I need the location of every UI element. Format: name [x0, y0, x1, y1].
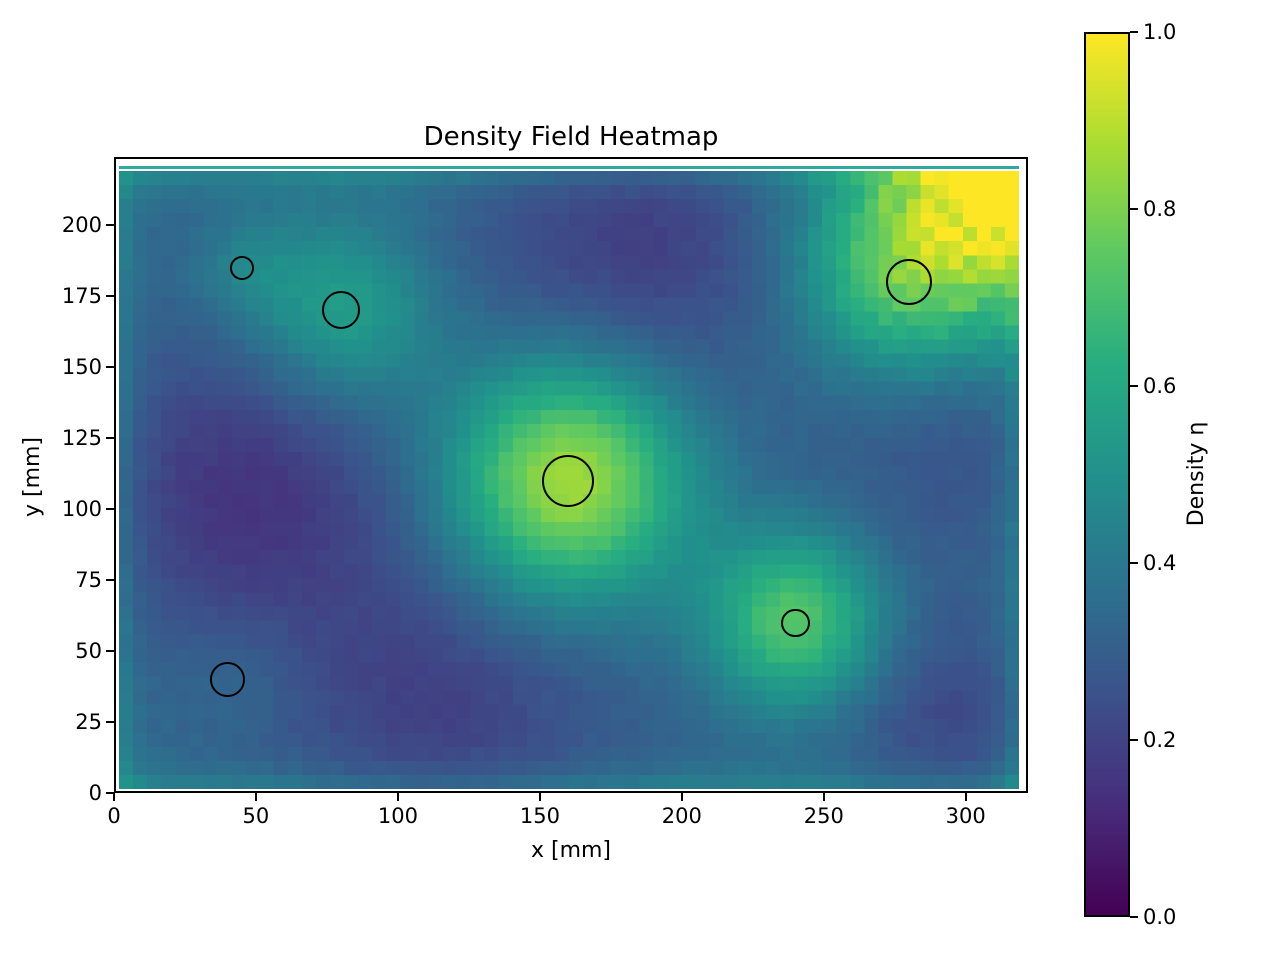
y-tick-label: 50 [75, 639, 102, 663]
x-tick-label: 200 [661, 804, 702, 828]
y-tick-mark [106, 650, 114, 652]
y-tick-label: 75 [75, 568, 102, 593]
y-tick-label: 25 [75, 710, 102, 734]
colorbar-tick-label: 0.4 [1143, 551, 1177, 575]
y-tick-label: 175 [61, 284, 102, 309]
y-tick-mark [106, 579, 114, 582]
x-tick-mark [113, 793, 115, 801]
colorbar-tick-mark [1130, 916, 1138, 918]
y-tick-label: 200 [61, 213, 102, 238]
x-tick-mark [538, 793, 541, 801]
y-tick-mark [106, 721, 114, 723]
data-point-circle [542, 454, 595, 507]
colorbar-tick-label: 0.0 [1143, 905, 1177, 929]
data-point-circle [322, 291, 361, 330]
colorbar-tick-mark [1130, 739, 1138, 741]
x-tick-mark [396, 793, 399, 801]
y-tick-mark [106, 224, 114, 227]
x-tick-mark [822, 793, 825, 801]
x-tick-label: 150 [519, 804, 560, 828]
y-tick-mark [106, 295, 114, 298]
y-tick-label: 150 [61, 355, 102, 380]
y-tick-label: 100 [61, 497, 102, 522]
colorbar-label: Density η [1184, 421, 1209, 527]
y-tick-mark [106, 508, 114, 511]
y-tick-mark [106, 437, 114, 440]
data-point-circle [210, 662, 245, 697]
y-tick-mark [106, 366, 114, 369]
y-tick-label: 125 [61, 426, 102, 451]
x-tick-label: 250 [803, 804, 844, 828]
data-point-circle [229, 255, 254, 280]
data-point-circle [885, 258, 933, 306]
x-tick-label: 50 [242, 804, 270, 828]
x-tick-label: 300 [945, 804, 986, 828]
x-tick-label: 100 [377, 804, 418, 828]
colorbar-tick-label: 0.8 [1143, 197, 1177, 221]
y-tick-label: 0 [88, 781, 102, 805]
colorbar [1084, 32, 1130, 917]
colorbar-tick-label: 1.0 [1143, 20, 1177, 44]
colorbar-tick-mark [1130, 31, 1138, 33]
heatmap-top-edge-line [119, 166, 1019, 169]
y-axis-label: y [mm] [20, 436, 45, 518]
colorbar-tick-mark [1130, 562, 1138, 564]
x-tick-mark [964, 793, 967, 801]
colorbar-tick-mark [1130, 385, 1138, 387]
x-axis-label: x [mm] [530, 838, 612, 863]
data-point-circle [781, 608, 810, 637]
x-tick-label: 0 [107, 804, 121, 828]
y-tick-mark [106, 792, 114, 794]
colorbar-tick-label: 0.2 [1143, 728, 1177, 752]
x-tick-mark [680, 793, 683, 801]
chart-title: Density Field Heatmap [423, 122, 719, 152]
colorbar-tick-mark [1130, 208, 1138, 210]
colorbar-tick-label: 0.6 [1143, 374, 1177, 398]
x-tick-mark [254, 793, 257, 801]
